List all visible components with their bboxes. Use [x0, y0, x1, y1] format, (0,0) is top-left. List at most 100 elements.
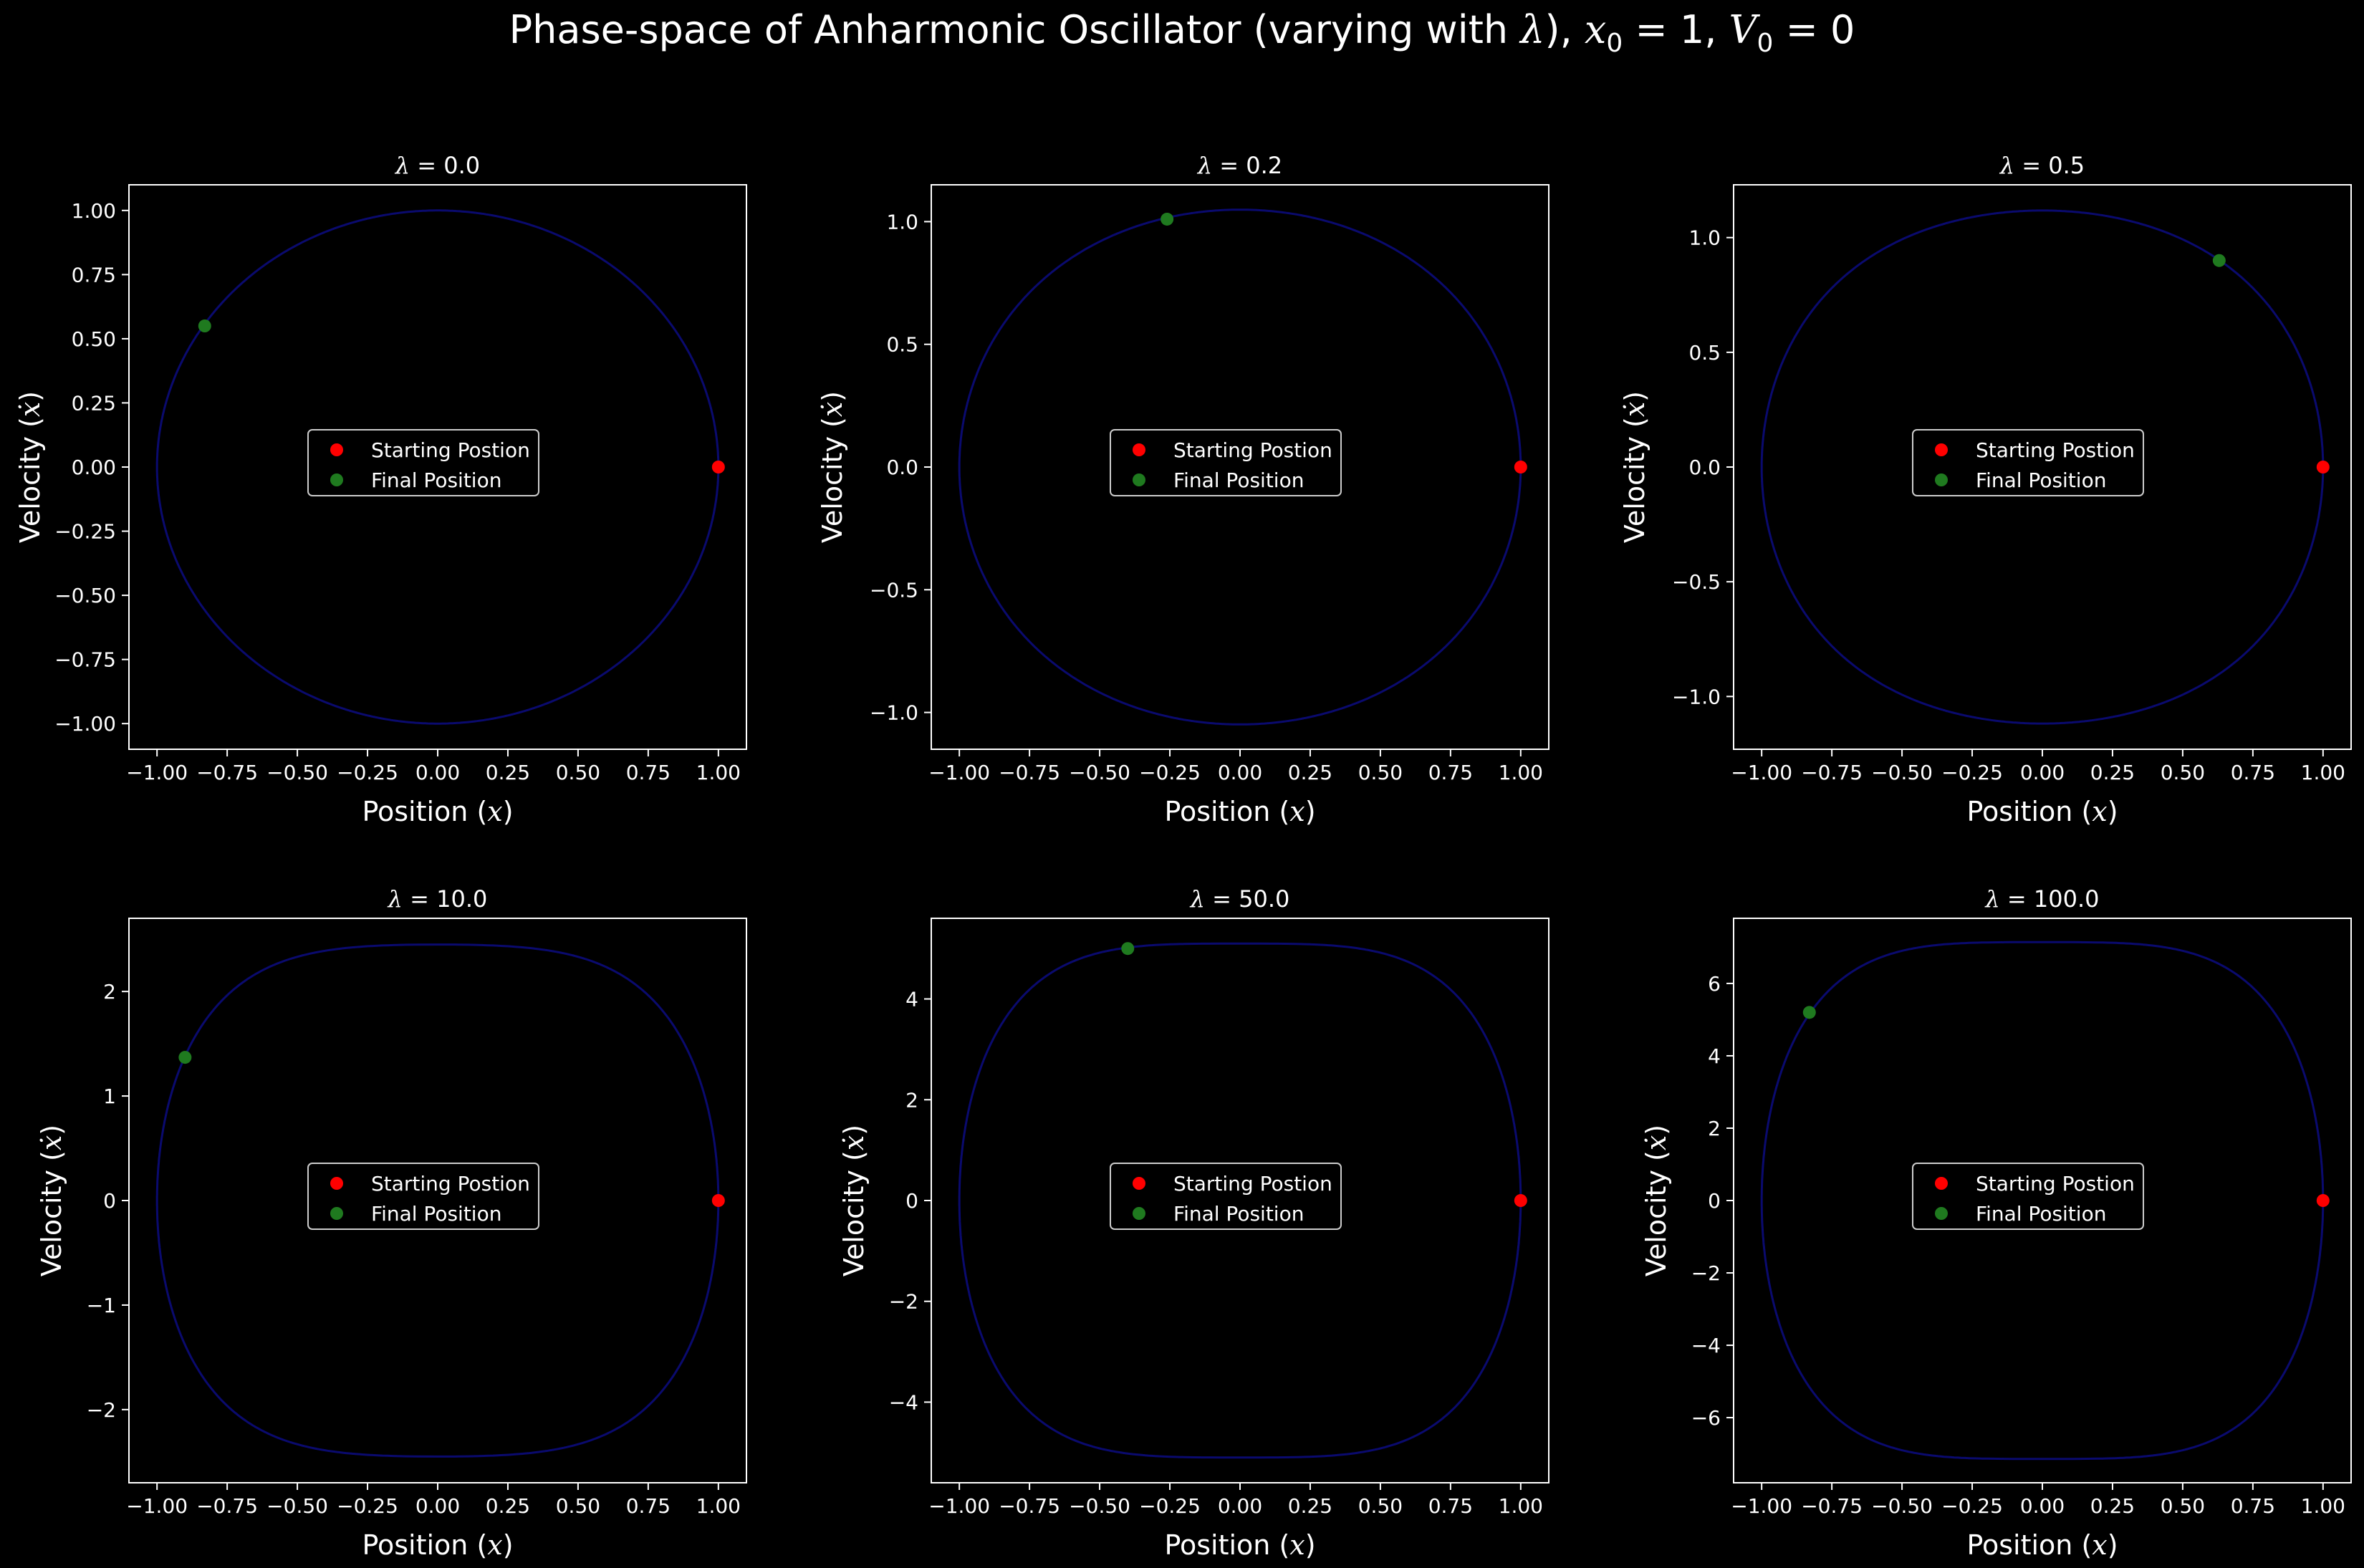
x-tick-label: 0.00 [2020, 1494, 2065, 1518]
x-tick-label: −0.50 [266, 1494, 328, 1518]
x-tick-label: 0.25 [486, 761, 530, 784]
x-tick-label: 0.00 [2020, 761, 2065, 784]
figure-title: Phase-space of Anharmonic Oscillator (va… [509, 7, 1855, 58]
y-tick-label: −4 [1691, 1334, 1721, 1357]
legend-final-marker [1133, 1207, 1145, 1220]
y-tick-label: −6 [1691, 1406, 1721, 1430]
x-tick-label: 0.50 [2161, 1494, 2205, 1518]
start-marker [1514, 1194, 1527, 1207]
y-axis-label: Velocity (ẋ) [14, 391, 46, 543]
legend-frame [307, 429, 539, 496]
y-tick-label: 1.0 [1688, 226, 1721, 250]
legend-frame [307, 1163, 539, 1230]
x-tick-label: −1.00 [1731, 1494, 1792, 1518]
final-marker [1802, 1006, 1816, 1019]
legend-start-marker [1133, 443, 1145, 456]
legend-start-label: Starting Postion [1976, 1172, 2135, 1196]
y-tick-label: 0.25 [72, 391, 116, 415]
x-tick-label: 1.00 [2301, 761, 2345, 784]
x-tick-label: −1.00 [1731, 761, 1792, 784]
legend-final-marker [1935, 1207, 1948, 1220]
subplot-3: −1.00 −0.75 −0.50 −0.25 0.00 0.25 0.50 0.75 1.00… [1619, 152, 2352, 827]
x-tick-label: 0.00 [1218, 1494, 1262, 1518]
start-marker [711, 1194, 725, 1207]
legend-final-label: Final Position [371, 468, 501, 492]
legend: Starting Postion Final Position [1912, 429, 2144, 496]
legend-frame [1912, 429, 2144, 496]
y-tick-label: 6 [1708, 972, 1721, 996]
trajectory-curve [958, 942, 1522, 1459]
subplot-title: λ = 0.5 [1999, 152, 2085, 179]
x-axis-label: Position (x) [1966, 1529, 2118, 1561]
y-tick-label: 2 [103, 980, 116, 1004]
y-tick-label: 0.00 [72, 456, 116, 479]
x-tick-label: 0.50 [556, 761, 600, 784]
legend-final-label: Final Position [1976, 468, 2106, 492]
legend-start-label: Starting Postion [1976, 438, 2135, 462]
legend-final-label: Final Position [371, 1202, 501, 1226]
y-tick-label: −2 [1691, 1261, 1721, 1285]
final-marker [178, 1051, 192, 1064]
y-tick-label: 0 [1708, 1189, 1721, 1213]
legend-start-marker [330, 443, 343, 456]
y-tick-label: −0.25 [54, 520, 116, 544]
y-tick-label: 4 [1708, 1044, 1721, 1068]
x-tick-label: 0.50 [1358, 761, 1403, 784]
x-tick-label: −1.00 [126, 1494, 188, 1518]
y-tick-label: −0.50 [54, 584, 116, 607]
y-axis-label: Velocity (ẋ) [36, 1125, 67, 1276]
x-tick-label: −0.75 [196, 1494, 258, 1518]
y-tick-label: 0.50 [72, 327, 116, 351]
legend-final-marker [1133, 473, 1145, 486]
x-tick-label: 0.25 [1288, 1494, 1332, 1518]
y-tick-label: 0.5 [886, 333, 918, 357]
y-tick-label: 2 [905, 1088, 918, 1112]
x-axis-label: Position (x) [1164, 796, 1315, 827]
y-tick-label: −1 [87, 1294, 116, 1317]
y-tick-label: −1.0 [1672, 685, 1721, 708]
x-tick-label: −0.75 [1801, 761, 1863, 784]
legend-final-label: Final Position [1173, 468, 1304, 492]
legend-start-label: Starting Postion [1173, 438, 1332, 462]
x-tick-label: 0.00 [415, 761, 460, 784]
y-tick-label: 0.75 [72, 263, 116, 287]
subplot-4: −1.00 −0.75 −0.50 −0.25 0.00 0.25 0.50 0.75 1.00… [36, 885, 747, 1561]
subplot-title: λ = 0.2 [1196, 152, 1282, 179]
x-tick-label: −1.00 [928, 761, 990, 784]
y-tick-label: −0.75 [54, 648, 116, 672]
legend-start-label: Starting Postion [1173, 1172, 1332, 1196]
x-tick-label: −0.75 [999, 1494, 1060, 1518]
x-tick-label: 0.00 [415, 1494, 460, 1518]
x-tick-label: −1.00 [928, 1494, 990, 1518]
x-tick-label: 1.00 [696, 761, 741, 784]
y-axis-label: Velocity (ẋ) [817, 391, 848, 543]
x-tick-label: 0.25 [2090, 1494, 2135, 1518]
x-tick-label: 0.00 [1218, 761, 1262, 784]
x-tick-label: 0.75 [626, 761, 671, 784]
x-tick-label: −0.50 [1069, 761, 1130, 784]
subplot-6: −1.00 −0.75 −0.50 −0.25 0.00 0.25 0.50 0.75 1.00… [1640, 885, 2352, 1561]
x-tick-label: 0.50 [556, 1494, 600, 1518]
x-tick-label: 1.00 [1499, 761, 1543, 784]
y-axis-label: Velocity (ẋ) [838, 1125, 870, 1276]
y-tick-label: 0 [905, 1189, 918, 1213]
start-marker [2316, 461, 2330, 473]
y-tick-label: −0.5 [1672, 570, 1721, 594]
legend-final-label: Final Position [1976, 1202, 2106, 1226]
legend-start-label: Starting Postion [371, 1172, 530, 1196]
final-marker [1121, 942, 1135, 956]
x-tick-label: −0.25 [337, 761, 398, 784]
x-tick-label: −0.50 [1871, 761, 1933, 784]
trajectory-curve [155, 943, 720, 1458]
y-tick-label: 0 [103, 1189, 116, 1213]
final-marker [2212, 254, 2226, 267]
y-tick-label: −2 [87, 1398, 116, 1422]
legend-final-marker [1935, 473, 1948, 486]
x-tick-label: −0.75 [1801, 1494, 1863, 1518]
x-tick-label: −0.25 [1941, 761, 2003, 784]
legend: Starting Postion Final Position [307, 429, 539, 496]
trajectory-curve [1760, 941, 2325, 1461]
legend: Starting Postion Final Position [1110, 429, 1342, 496]
x-tick-label: 0.75 [2231, 761, 2275, 784]
trajectory-curve [958, 208, 1522, 726]
